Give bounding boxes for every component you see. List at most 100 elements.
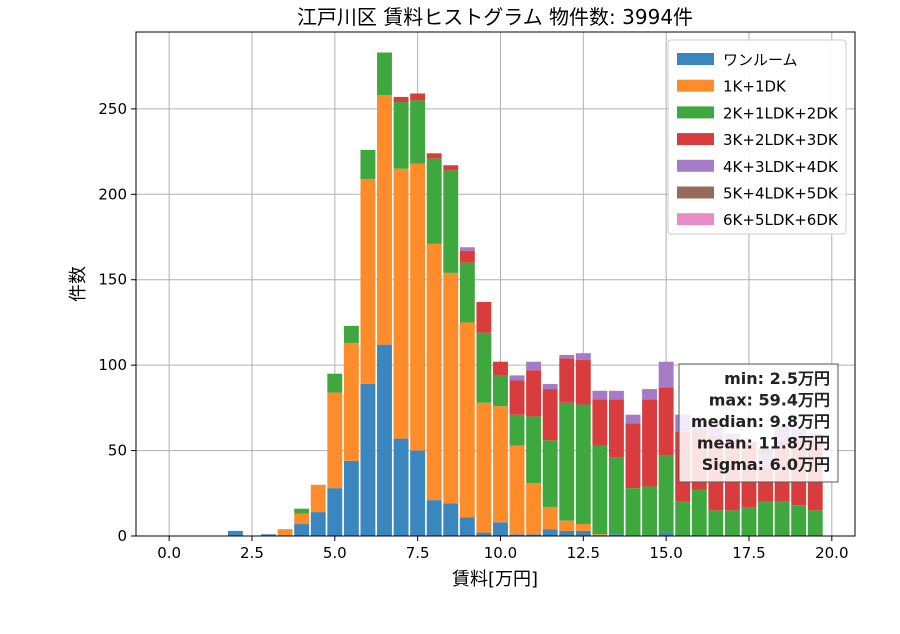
- y-tick-label: 150: [98, 271, 127, 289]
- bar-segment: [575, 530, 591, 536]
- bar-segment: [377, 344, 392, 536]
- bar-segment: [459, 322, 475, 518]
- x-tick-label: 5.0: [323, 544, 347, 562]
- stats-box-frame: [678, 363, 839, 483]
- bar-segment: [410, 450, 426, 536]
- bar-segment: [410, 93, 426, 101]
- bar-segment: [691, 489, 707, 536]
- bar-segment: [360, 178, 376, 384]
- bar-segment: [608, 534, 624, 536]
- bar-segment: [625, 414, 641, 424]
- x-axis-label: 賃料[万円]: [452, 569, 538, 590]
- bar-segment: [443, 165, 459, 171]
- y-axis-label: 件数: [68, 266, 89, 302]
- bar-segment: [559, 402, 575, 521]
- y-tick-label: 200: [98, 185, 127, 203]
- stats-line: mean: 11.8万円: [697, 434, 830, 453]
- legend-swatch: [677, 106, 714, 119]
- bar-segment: [443, 503, 459, 536]
- bar-layer: [227, 52, 823, 536]
- legend-swatch: [677, 53, 714, 65]
- bar-segment: [774, 501, 790, 536]
- legend-label: 5K+4LDK+5DK: [723, 185, 839, 203]
- legend-label: 6K+5LDK+6DK: [723, 211, 839, 229]
- bar-segment: [575, 353, 591, 361]
- bar-segment: [642, 486, 658, 536]
- bar-segment: [708, 510, 724, 536]
- bar-segment: [542, 440, 558, 507]
- bar-segment: [509, 414, 525, 446]
- bar-segment: [327, 373, 343, 393]
- bar-segment: [758, 501, 773, 536]
- bar-segment: [791, 505, 807, 536]
- x-tick-label: 20.0: [815, 544, 848, 562]
- plot-frame: [135, 31, 856, 537]
- x-tick-label: 0.0: [157, 544, 181, 562]
- bar-segment: [393, 96, 409, 103]
- bar-segment: [559, 358, 575, 403]
- bar-segment: [426, 500, 442, 536]
- legend-swatch: [677, 159, 714, 172]
- bar-segment: [608, 390, 624, 400]
- bar-segment: [476, 332, 492, 403]
- bar-segment: [294, 508, 310, 514]
- stats-box: min: 2.5万円 max: 59.4万円 median: 9.8万円 mean: …: [678, 363, 839, 483]
- bar-segment: [393, 438, 409, 536]
- bar-segment: [658, 455, 674, 533]
- chart-title: 江戸川区 賃料ヒストグラム 物件数: 3994件: [297, 5, 693, 29]
- bar-segment: [377, 95, 392, 345]
- bar-segment: [526, 483, 542, 535]
- bar-segment: [327, 392, 343, 489]
- bar-segment: [592, 534, 608, 536]
- bar-segment: [625, 488, 641, 536]
- bar-segment: [658, 361, 674, 388]
- bar-segment: [377, 52, 392, 96]
- bar-segment: [294, 524, 310, 536]
- bar-segment: [559, 520, 575, 531]
- bar-segment: [343, 460, 359, 536]
- bar-segment: [426, 153, 442, 159]
- stats-line: min: 2.5万円: [724, 369, 830, 388]
- bar-segment: [675, 501, 691, 536]
- bar-segment: [526, 361, 542, 371]
- bar-segment: [559, 530, 575, 536]
- bar-segment: [493, 375, 508, 407]
- stats-line: max: 59.4万円: [709, 391, 830, 410]
- bar-segment: [542, 506, 558, 530]
- bar-segment: [741, 506, 757, 536]
- bar-segment: [443, 272, 459, 504]
- bar-segment: [509, 534, 525, 536]
- legend-label: 1K+1DK: [723, 78, 787, 96]
- y-tick-label: 250: [98, 100, 127, 118]
- y-tick-label: 0: [117, 527, 127, 545]
- legend-swatch: [677, 133, 714, 146]
- x-tick-label: 12.5: [567, 544, 600, 562]
- bar-segment: [807, 510, 823, 536]
- bar-segment: [592, 445, 608, 535]
- bar-segment: [658, 387, 674, 456]
- bar-segment: [608, 457, 624, 535]
- bar-segment: [476, 301, 492, 333]
- bar-segment: [476, 402, 492, 533]
- bar-segment: [310, 512, 326, 536]
- bar-segment: [443, 170, 459, 273]
- bar-segment: [592, 399, 608, 446]
- bar-segment: [426, 243, 442, 501]
- legend: ワンルーム 1K+1DK 2K+1LDK+2DK 3K+2LDK+3DK 4K+3LDK…: [667, 39, 847, 235]
- bar-segment: [542, 383, 558, 390]
- legend-swatch: [677, 186, 714, 199]
- bar-segment: [493, 522, 508, 536]
- y-tick-label: 50: [108, 442, 127, 460]
- bar-segment: [575, 360, 591, 405]
- bar-segment: [343, 342, 359, 461]
- legend-label: 4K+3LDK+4DK: [723, 158, 839, 176]
- bar-segment: [294, 513, 310, 525]
- bar-segment: [360, 383, 376, 536]
- bar-segment: [493, 406, 508, 523]
- bar-segment: [625, 423, 641, 489]
- bar-segment: [724, 510, 740, 536]
- bar-segment: [575, 524, 591, 531]
- bar-segment: [509, 375, 525, 381]
